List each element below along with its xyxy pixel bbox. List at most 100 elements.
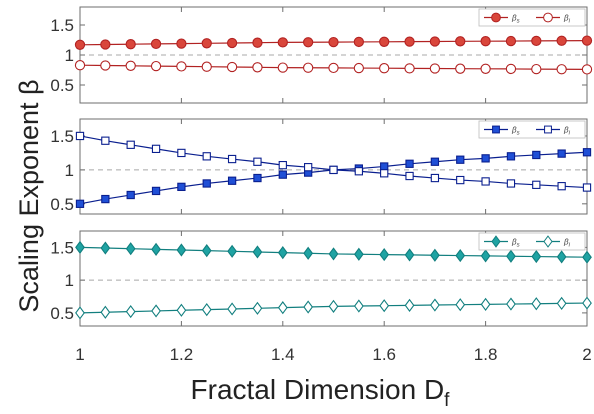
data-point (353, 247, 364, 261)
data-point (505, 35, 517, 47)
data-point (75, 199, 85, 208)
legend-label: βs (511, 238, 520, 249)
data-point (177, 148, 186, 158)
legend-marker (492, 125, 500, 134)
series-s (75, 240, 592, 264)
data-point (353, 62, 364, 74)
data-point (481, 177, 490, 186)
data-point (456, 175, 465, 185)
series-s (74, 35, 593, 50)
data-point (201, 244, 212, 258)
data-point (100, 305, 111, 319)
data-point (328, 62, 339, 74)
data-point (252, 301, 263, 315)
data-point (556, 296, 567, 310)
x-tick-label: 1.6 (372, 345, 396, 364)
data-point (430, 298, 440, 312)
legend-label: βs (511, 14, 520, 25)
data-point (151, 144, 161, 154)
data-point (429, 36, 441, 47)
data-point (253, 173, 262, 183)
data-point (74, 39, 86, 50)
data-point (176, 303, 187, 317)
data-point (379, 63, 390, 74)
data-point (430, 157, 440, 166)
data-point (329, 165, 338, 175)
data-point (252, 37, 263, 48)
data-point (531, 63, 542, 75)
data-point (582, 148, 592, 157)
data-point (150, 38, 162, 50)
data-point (556, 64, 567, 75)
y-tick-label: 1.5 (50, 16, 74, 35)
data-point (75, 131, 85, 141)
legend-label: βi (563, 14, 571, 25)
data-point (456, 155, 465, 164)
data-point (455, 63, 466, 74)
data-point (582, 250, 592, 264)
data-point (253, 157, 262, 166)
data-point (405, 171, 414, 181)
data-point (74, 60, 86, 71)
data-point (126, 140, 135, 149)
chart-panel-2: 0.5 1 1.5 βs βi (50, 118, 592, 215)
data-point (303, 300, 314, 314)
data-point (506, 297, 516, 311)
y-tick-label: 1.5 (50, 127, 74, 146)
data-point (506, 152, 516, 161)
data-point (532, 180, 541, 189)
data-point (531, 35, 542, 47)
data-point (151, 186, 161, 196)
data-point (455, 36, 466, 47)
data-point (430, 173, 440, 183)
data-point (125, 304, 136, 319)
data-point (151, 242, 161, 256)
data-point (227, 302, 237, 316)
data-point (506, 179, 516, 188)
data-point (379, 247, 390, 262)
data-point (532, 150, 541, 160)
data-point (328, 299, 339, 313)
legend: βs βi (478, 120, 586, 139)
data-point (100, 60, 111, 71)
data-point (277, 37, 288, 48)
data-point (201, 303, 212, 317)
data-point (227, 154, 237, 164)
data-point (150, 60, 162, 72)
data-point (151, 304, 161, 318)
legend-label: βi (563, 126, 571, 137)
data-point (101, 136, 110, 145)
data-point (202, 179, 211, 188)
x-tick-label: 1.8 (474, 345, 498, 364)
data-point (430, 248, 440, 262)
series-i (75, 296, 592, 320)
data-point (505, 63, 517, 75)
legend-box (478, 8, 586, 27)
x-axis-title-subscript: f (444, 390, 450, 411)
data-point (353, 36, 364, 48)
data-point (531, 297, 542, 311)
data-point (506, 249, 516, 263)
data-point (302, 62, 314, 73)
x-axis-title-main: Fractal Dimension D (191, 374, 445, 405)
legend-marker (491, 235, 501, 248)
data-point (201, 38, 212, 49)
data-point (380, 169, 389, 178)
series-i (74, 60, 593, 75)
data-point (126, 190, 135, 200)
data-point (582, 183, 592, 192)
data-point (277, 62, 288, 73)
chart-panel-1: 0.5 1 1.5 βs βi (50, 6, 593, 104)
x-tick-label: 1.2 (170, 345, 194, 364)
data-point (404, 36, 415, 47)
y-tick-label: 1 (65, 161, 74, 180)
data-point (202, 152, 211, 161)
y-tick-label: 0.5 (50, 76, 74, 95)
data-point (176, 61, 187, 72)
data-point (556, 35, 567, 46)
data-point (354, 167, 363, 176)
data-point (481, 154, 490, 163)
chart-panel-3: 0.5 1 1.5 βs βi (50, 230, 592, 327)
legend: βs βi (478, 8, 586, 27)
